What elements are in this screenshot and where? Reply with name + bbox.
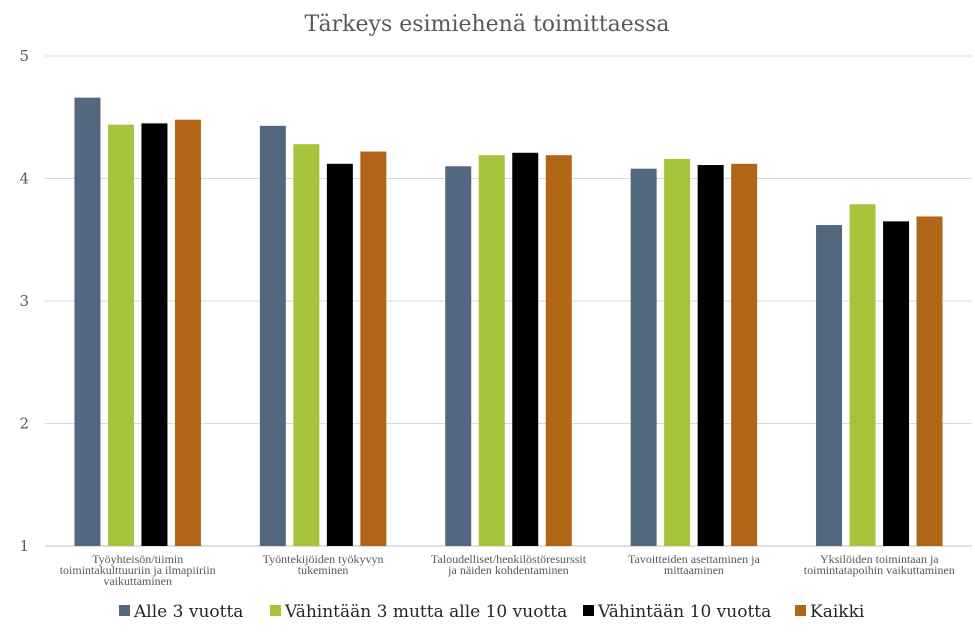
bar-4-3 [545, 155, 572, 546]
legend: Alle 3 vuotta Vähintään 3 mutta alle 10 v… [119, 602, 865, 622]
bar-4-1 [174, 119, 201, 546]
bars [74, 97, 943, 547]
y-tick-label: 2 [19, 415, 29, 433]
category-label: ja näiden kohdentaminen [447, 563, 569, 577]
category-label: Työntekijöiden työkyvyn [263, 552, 384, 566]
legend-swatch-3 [583, 605, 594, 616]
bar-3-3 [512, 152, 539, 546]
category-label: Taloudelliset/henkilöstöresurssit [431, 552, 587, 566]
bar-3-5 [883, 221, 910, 546]
bar-4-4 [731, 163, 758, 547]
bar-1-1 [74, 97, 101, 547]
legend-label-1: Alle 3 vuotta [133, 602, 243, 622]
category-label: toimintakulttuuriin ja ilmapiiriin [60, 563, 216, 577]
category-label: Tavoitteiden asettaminen ja [628, 552, 760, 566]
y-tick-label: 3 [19, 292, 29, 310]
y-tick-label: 4 [19, 170, 29, 188]
legend-swatch-2 [270, 605, 281, 616]
legend-label-3: Vähintään 10 vuotta [597, 602, 771, 622]
legend-label-2: Vähintään 3 mutta alle 10 vuotta [284, 602, 567, 622]
category-label: Työyhteisön/tiimin [92, 552, 183, 566]
bar-2-4 [664, 158, 691, 546]
bar-2-2 [293, 144, 320, 546]
category-label: mittaaminen [664, 563, 724, 577]
bar-3-1 [141, 123, 168, 546]
legend-swatch-1 [119, 605, 130, 616]
bar-1-4 [630, 168, 657, 546]
category-label: vaikuttaminen [103, 574, 172, 588]
bar-4-5 [916, 216, 943, 546]
bar-2-5 [849, 204, 876, 546]
y-tick-label: 5 [19, 47, 29, 65]
category-label: toimintatapoihin vaikuttaminen [804, 563, 955, 577]
bar-1-3 [445, 166, 472, 546]
y-tick-label: 1 [19, 537, 29, 555]
chart-title: Tärkeys esimiehenä toimittaessa [305, 12, 670, 37]
legend-label-4: Kaikki [810, 602, 865, 622]
bar-3-4 [697, 165, 724, 546]
bar-1-5 [816, 225, 843, 547]
category-label: Yksilöiden toimintaan ja [820, 552, 939, 566]
bar-4-2 [360, 151, 387, 547]
category-label: tukeminen [298, 563, 349, 577]
bar-3-2 [326, 163, 353, 547]
bar-2-1 [107, 124, 134, 546]
bar-1-2 [259, 125, 286, 546]
legend-swatch-4 [795, 605, 806, 616]
bar-2-3 [478, 155, 505, 546]
